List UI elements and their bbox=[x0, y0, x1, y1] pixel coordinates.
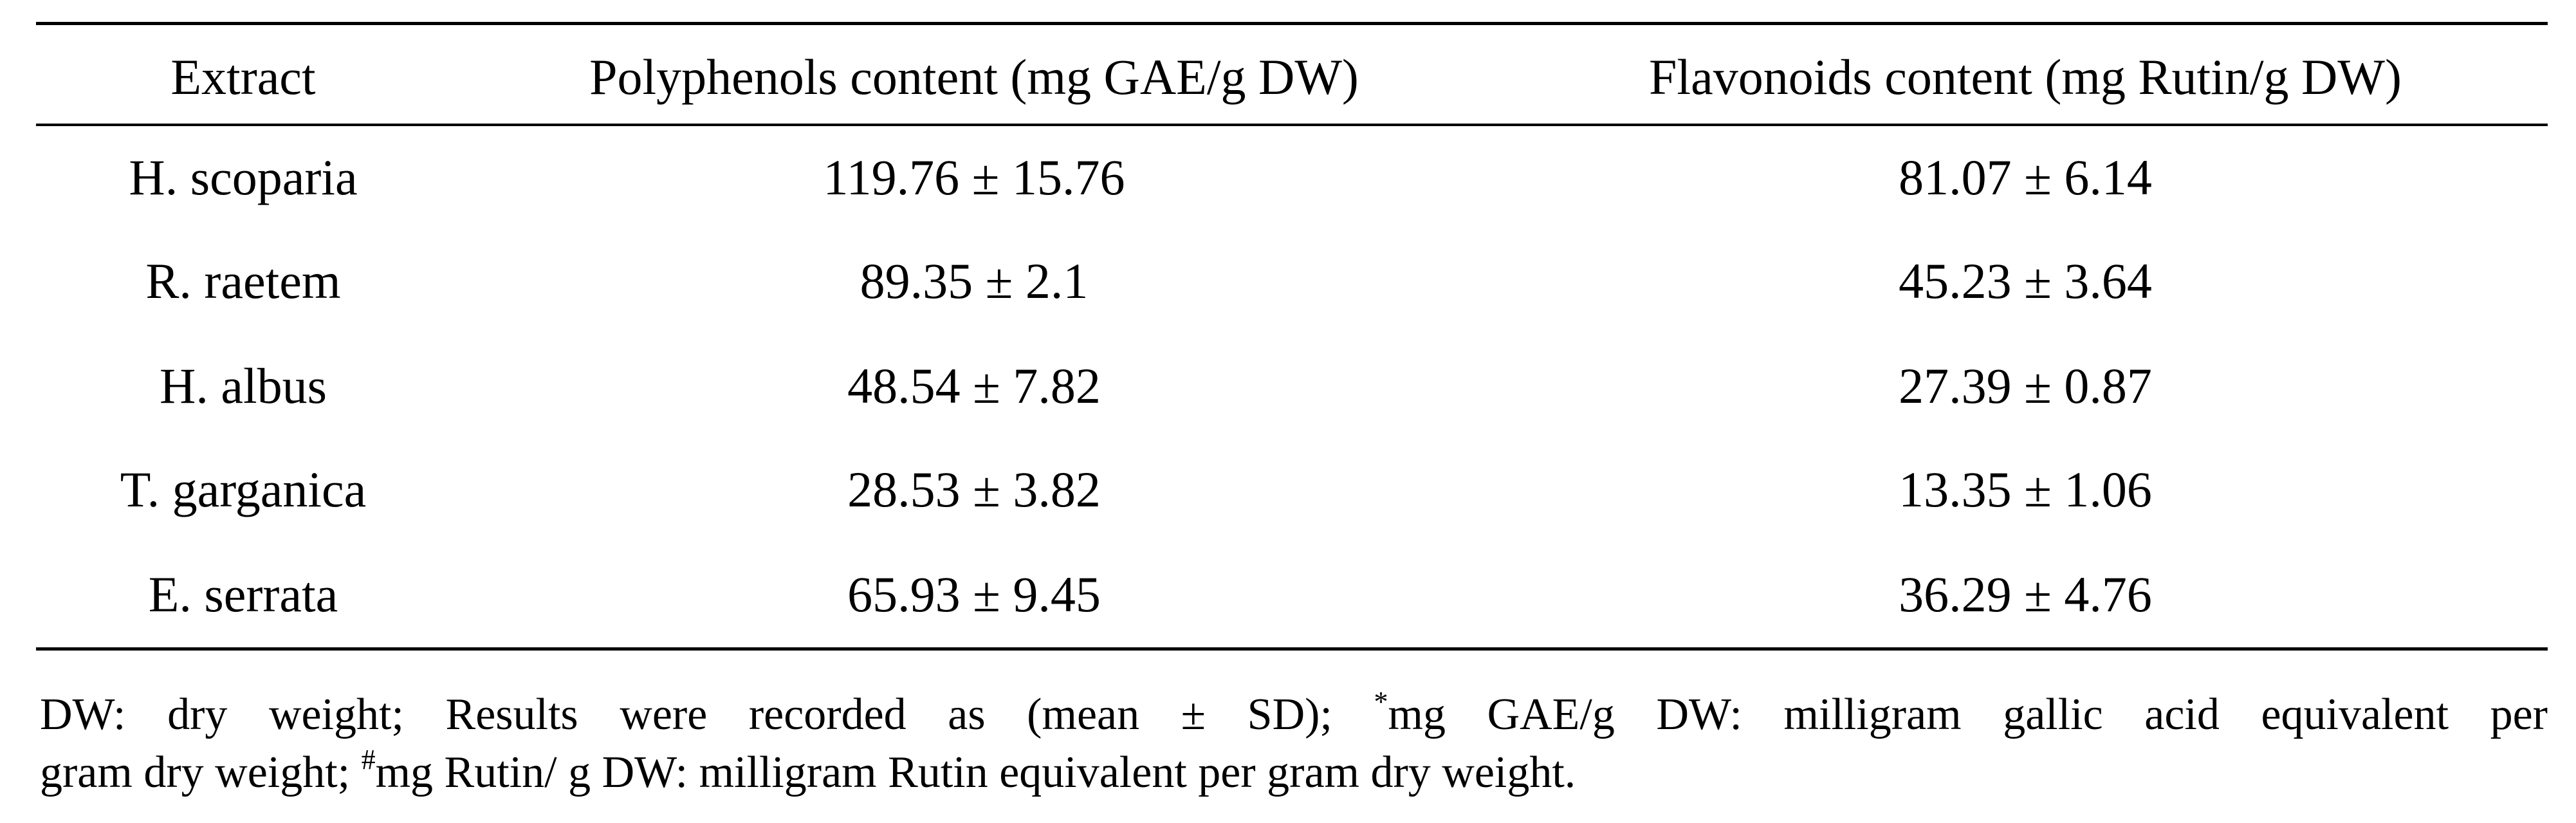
table-cell: R. raetem bbox=[145, 253, 341, 309]
table-cell: 13.35 ± 1.06 bbox=[1899, 461, 2152, 517]
footnote-line: gram dry weight; #mg Rutin/ g DW: millig… bbox=[40, 744, 2548, 802]
footnote-marker: * bbox=[1374, 686, 1388, 717]
footnote-text: DW: dry weight; Results were recorded as… bbox=[40, 690, 1374, 739]
footnote-marker: # bbox=[361, 744, 376, 775]
footnote-line: DW: dry weight; Results were recorded as… bbox=[40, 686, 2548, 744]
table-cell: 81.07 ± 6.14 bbox=[1899, 149, 2152, 205]
table-cell: H. scoparia bbox=[129, 149, 358, 205]
header-rule bbox=[36, 124, 2548, 126]
header-cell: Flavonoids content (mg Rutin/g DW) bbox=[1649, 49, 2402, 105]
table-cell: E. serrata bbox=[148, 566, 338, 622]
header-cell: Extract bbox=[170, 49, 316, 105]
footnote-text: gram dry weight; bbox=[40, 748, 362, 797]
table-cell: 28.53 ± 3.82 bbox=[847, 461, 1101, 517]
header-cell: Polyphenols content (mg GAE/g DW) bbox=[589, 49, 1359, 105]
table-cell: 65.93 ± 9.45 bbox=[847, 566, 1101, 622]
footnote-text: mg Rutin/ g DW: milligram Rutin equivale… bbox=[375, 748, 1576, 797]
top-rule bbox=[36, 22, 2548, 25]
footnote-text: mg GAE/g DW: milligram gallic acid equiv… bbox=[1388, 690, 2548, 739]
bottom-rule bbox=[36, 647, 2548, 651]
table-cell: 48.54 ± 7.82 bbox=[847, 358, 1101, 414]
table-cell: H. albus bbox=[160, 358, 327, 414]
table-cell: 45.23 ± 3.64 bbox=[1899, 253, 2152, 309]
table-cell: 89.35 ± 2.1 bbox=[860, 253, 1089, 309]
table-cell: 119.76 ± 15.76 bbox=[823, 149, 1125, 205]
table-cell: 36.29 ± 4.76 bbox=[1899, 566, 2152, 622]
table-cell: 27.39 ± 0.87 bbox=[1899, 358, 2152, 414]
table-cell: T. garganica bbox=[120, 461, 367, 517]
